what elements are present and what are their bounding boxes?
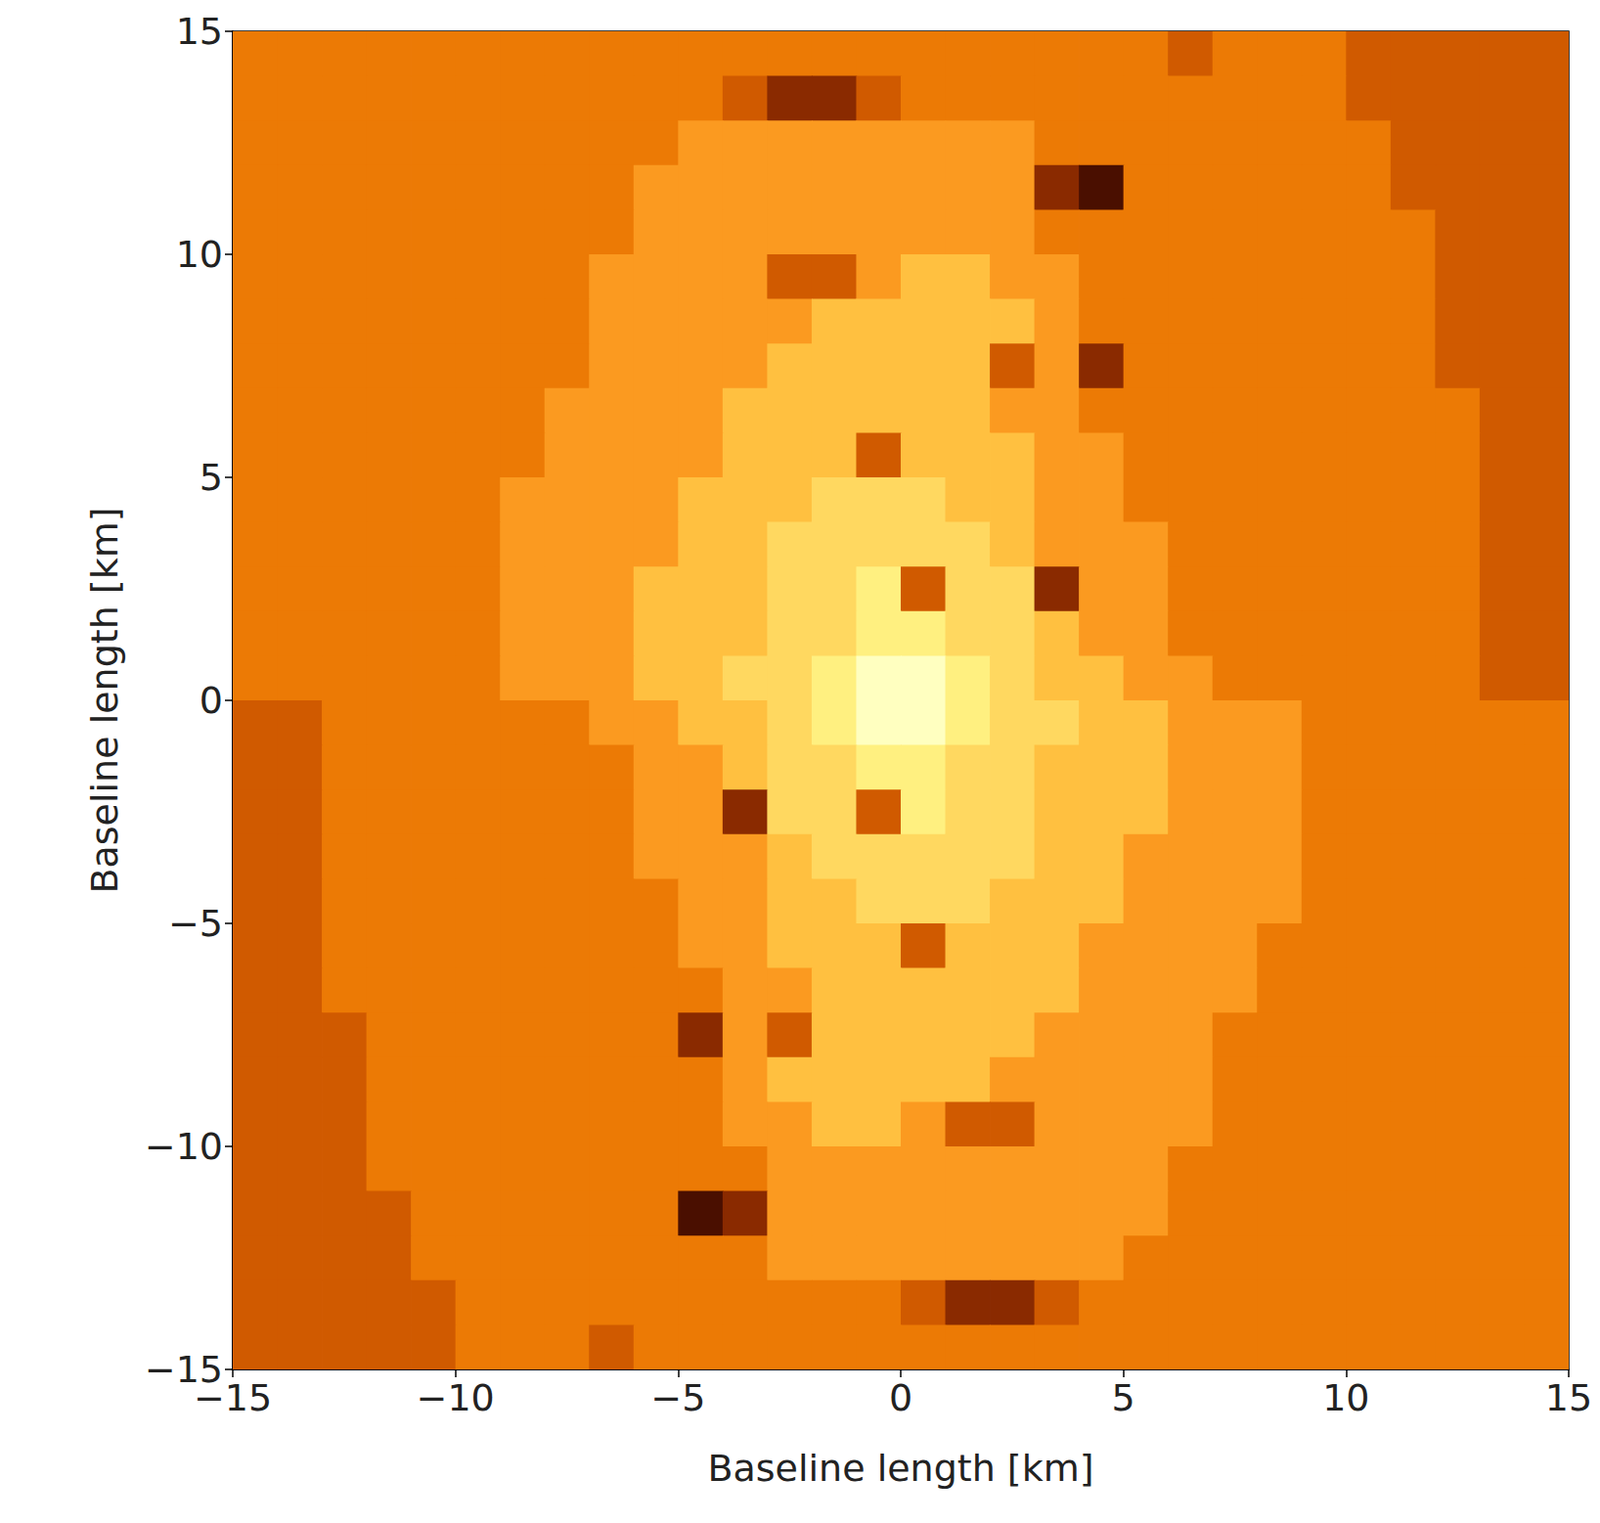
svg-text:10: 10: [176, 232, 223, 276]
svg-text:15: 15: [176, 9, 223, 53]
svg-text:10: 10: [1322, 1376, 1370, 1420]
svg-text:Baseline length [km]: Baseline length [km]: [83, 506, 127, 893]
svg-text:−10: −10: [144, 1124, 223, 1168]
svg-text:−5: −5: [168, 901, 223, 945]
svg-text:Baseline length [km]: Baseline length [km]: [707, 1446, 1094, 1490]
svg-text:0: 0: [888, 1376, 913, 1420]
svg-text:5: 5: [199, 455, 223, 499]
svg-text:−15: −15: [193, 1376, 272, 1420]
svg-text:15: 15: [1545, 1376, 1593, 1420]
svg-text:−5: −5: [650, 1376, 706, 1420]
svg-text:5: 5: [1111, 1376, 1136, 1420]
svg-text:0: 0: [199, 678, 223, 722]
svg-text:−10: −10: [416, 1376, 495, 1420]
svg-text:−15: −15: [144, 1347, 223, 1391]
